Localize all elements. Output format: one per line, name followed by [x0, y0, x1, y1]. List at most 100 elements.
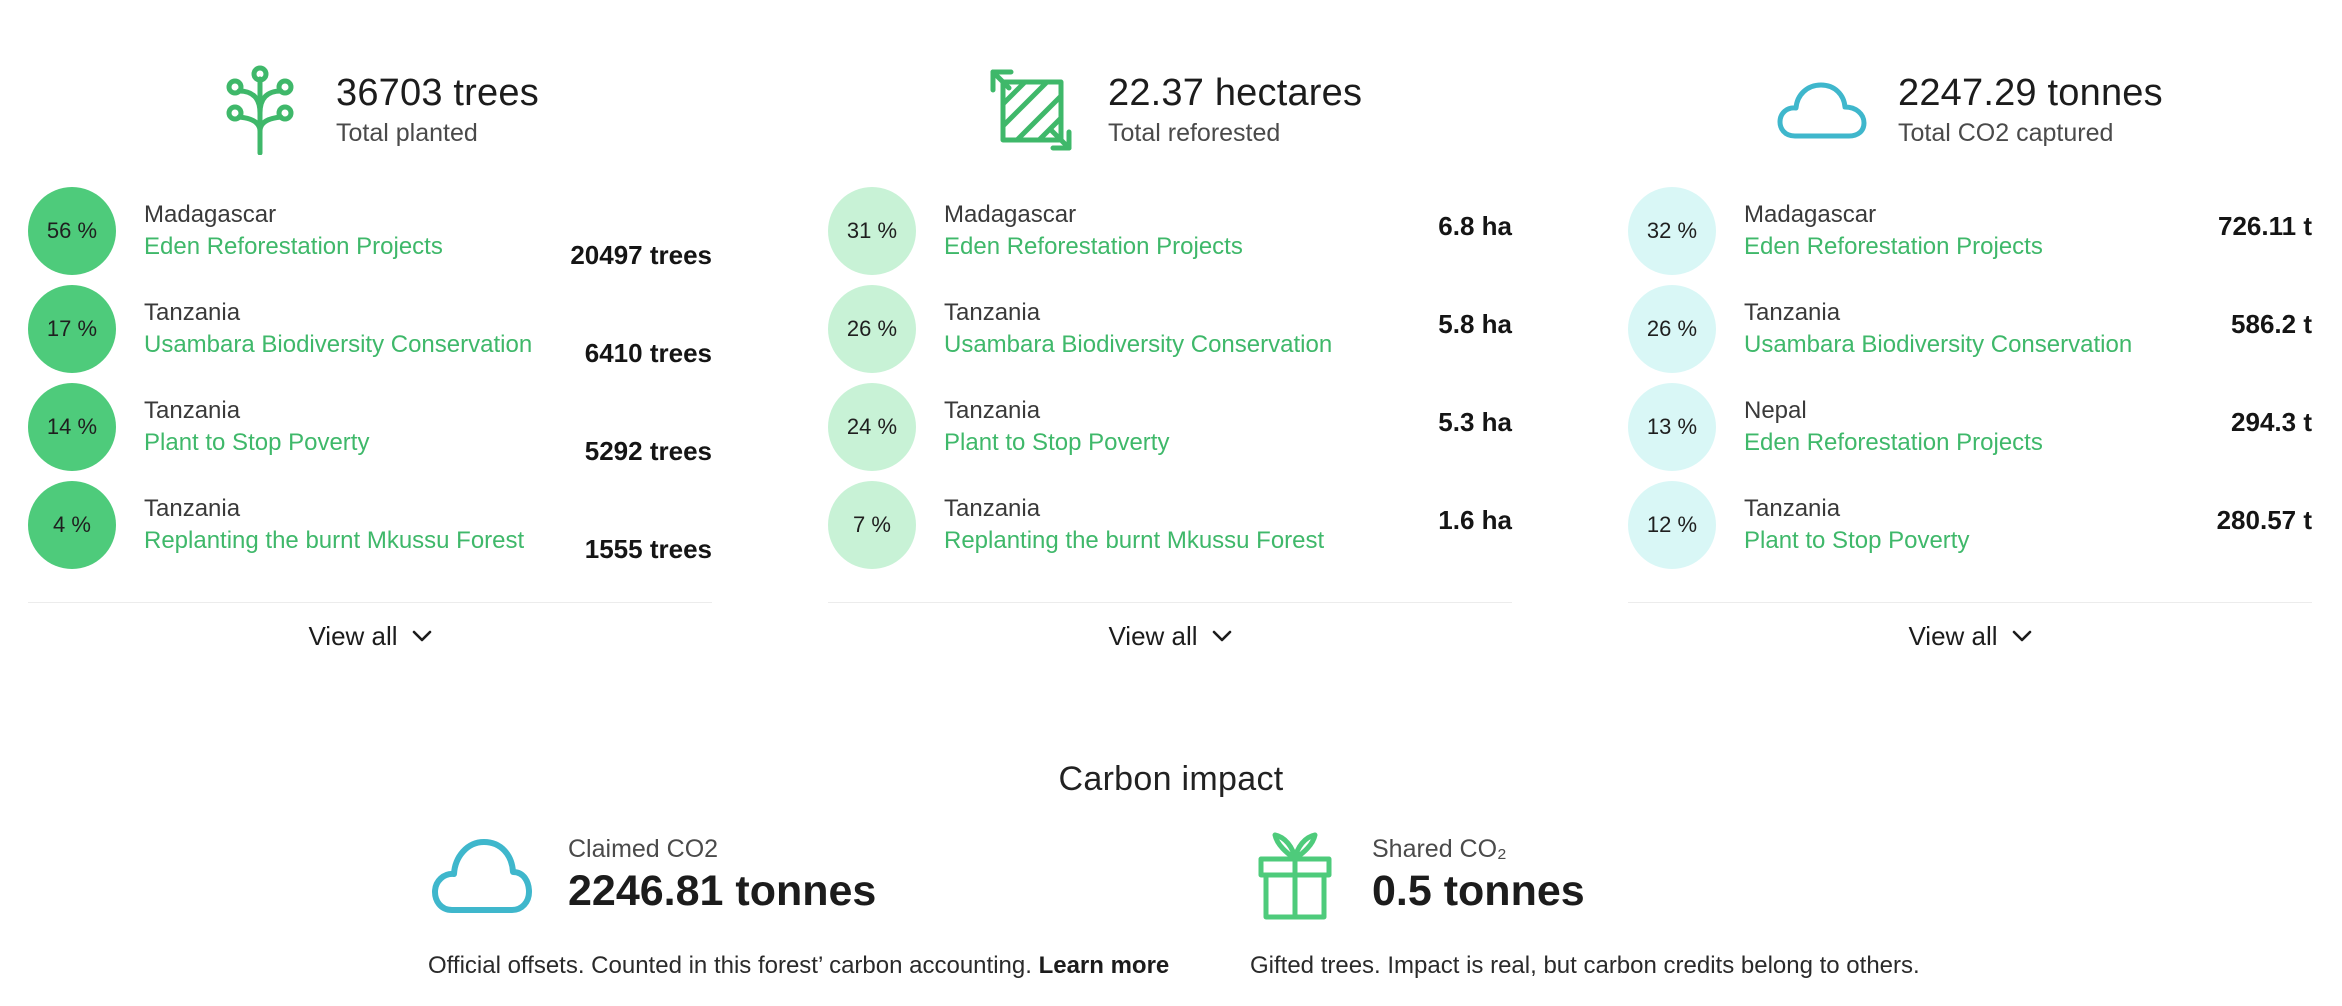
- percent-badge: 24 %: [828, 383, 916, 471]
- area-header: 22.37 hectares Total reforested: [828, 60, 1512, 160]
- view-all-area-button[interactable]: View all: [828, 603, 1512, 669]
- view-all-trees-button[interactable]: View all: [28, 603, 712, 669]
- country-label: Madagascar: [144, 200, 277, 228]
- cloud-icon: [1774, 62, 1870, 158]
- tree-count: 5292 trees: [584, 436, 712, 466]
- view-all-co2-button[interactable]: View all: [1628, 603, 2312, 669]
- trees-stats-column: 36703 trees Total planted 56 % Madagasca…: [28, 60, 712, 669]
- project-link[interactable]: Eden Reforestation Projects: [1744, 233, 2043, 260]
- trees-project-list: 56 % Madagascar Eden Reforestation Proje…: [28, 182, 712, 574]
- area-project-list: 31 % Madagascar Eden Reforestation Proje…: [828, 182, 1512, 574]
- area-value: 6.8 ha: [1438, 211, 1512, 241]
- area-value: 5.8 ha: [1438, 309, 1512, 339]
- claimed-co2-description: Official offsets. Counted in this forest…: [428, 952, 1188, 980]
- learn-more-link[interactable]: Learn more: [1038, 952, 1170, 979]
- percent-badge: 4 %: [28, 481, 116, 569]
- co2-project-list: 32 % Madagascar Eden Reforestation Proje…: [1628, 182, 2312, 574]
- co2-value: 586.2 t: [2231, 309, 2312, 339]
- percent-badge: 26 %: [828, 285, 916, 373]
- project-link[interactable]: Plant to Stop Poverty: [144, 429, 370, 456]
- gift-icon: [1250, 826, 1340, 926]
- country-label: Madagascar: [1744, 200, 1877, 228]
- shared-co2-label: Shared CO₂: [1372, 835, 1507, 864]
- project-link[interactable]: Eden Reforestation Projects: [144, 233, 443, 260]
- cloud-icon: [428, 826, 536, 926]
- project-link[interactable]: Eden Reforestation Projects: [1744, 429, 2043, 456]
- project-link[interactable]: Replanting the burnt Mkussu Forest: [144, 527, 525, 554]
- co2-stats-column: 2247.29 tonnes Total CO2 captured 32 % M…: [1628, 60, 2312, 669]
- chevron-down-icon: [2012, 630, 2032, 642]
- shared-co2-value: 0.5 tonnes: [1372, 867, 1585, 916]
- divider: [28, 602, 712, 603]
- tree-count: 1555 trees: [584, 534, 712, 564]
- country-label: Nepal: [1744, 396, 1807, 424]
- project-link[interactable]: Usambara Biodiversity Conservation: [144, 331, 533, 358]
- percent-badge: 12 %: [1628, 481, 1716, 569]
- divider: [1628, 602, 2312, 603]
- percent-badge: 56 %: [28, 187, 116, 275]
- view-all-label: View all: [1908, 620, 1998, 651]
- co2-value: 294.3 t: [2231, 407, 2312, 437]
- percent-badge: 31 %: [828, 187, 916, 275]
- claimed-co2-label: Claimed CO2: [568, 835, 719, 864]
- area-icon: [984, 62, 1080, 158]
- total-planted-value: 36703 trees: [336, 72, 539, 115]
- list-item: 32 % Madagascar Eden Reforestation Proje…: [1628, 182, 2312, 280]
- country-label: Madagascar: [944, 200, 1077, 228]
- percent-badge: 17 %: [28, 285, 116, 373]
- area-value: 1.6 ha: [1438, 505, 1512, 535]
- percent-badge: 7 %: [828, 481, 916, 569]
- tree-count: 20497 trees: [570, 240, 712, 270]
- total-co2-label: Total CO2 captured: [1898, 118, 2114, 147]
- claimed-co2-description-text: Official offsets. Counted in this forest…: [428, 952, 1032, 979]
- view-all-label: View all: [308, 620, 398, 651]
- country-label: Tanzania: [144, 494, 241, 522]
- co2-value: 280.57 t: [2216, 505, 2312, 535]
- percent-badge: 26 %: [1628, 285, 1716, 373]
- project-link[interactable]: Plant to Stop Poverty: [1744, 527, 1970, 554]
- country-label: Tanzania: [144, 298, 241, 326]
- list-item: 13 % Nepal Eden Reforestation Projects 2…: [1628, 378, 2312, 476]
- view-all-label: View all: [1108, 620, 1198, 651]
- claimed-co2-value: 2246.81 tonnes: [568, 867, 877, 916]
- list-item: 14 % Tanzania Plant to Stop Poverty 5292…: [28, 378, 712, 476]
- trees-header: 36703 trees Total planted: [28, 60, 712, 160]
- co2-header: 2247.29 tonnes Total CO2 captured: [1628, 60, 2312, 160]
- country-label: Tanzania: [944, 298, 1041, 326]
- percent-badge: 32 %: [1628, 187, 1716, 275]
- project-link[interactable]: Plant to Stop Poverty: [944, 429, 1170, 456]
- divider: [828, 602, 1512, 603]
- project-link[interactable]: Usambara Biodiversity Conservation: [1744, 331, 2133, 358]
- list-item: 4 % Tanzania Replanting the burnt Mkussu…: [28, 476, 712, 574]
- list-item: 7 % Tanzania Replanting the burnt Mkussu…: [828, 476, 1512, 574]
- country-label: Tanzania: [1744, 494, 1841, 522]
- area-value: 5.3 ha: [1438, 407, 1512, 437]
- carbon-impact-title: Carbon impact: [1058, 760, 1284, 798]
- total-reforested-label: Total reforested: [1108, 118, 1281, 147]
- list-item: 17 % Tanzania Usambara Biodiversity Cons…: [28, 280, 712, 378]
- country-label: Tanzania: [944, 494, 1041, 522]
- tree-icon: [212, 62, 308, 158]
- shared-co2-description: Gifted trees. Impact is real, but carbon…: [1250, 952, 1920, 979]
- percent-badge: 14 %: [28, 383, 116, 471]
- list-item: 26 % Tanzania Usambara Biodiversity Cons…: [1628, 280, 2312, 378]
- country-label: Tanzania: [1744, 298, 1841, 326]
- co2-value: 726.11 t: [2218, 211, 2312, 241]
- project-link[interactable]: Usambara Biodiversity Conservation: [944, 331, 1333, 358]
- country-label: Tanzania: [144, 396, 241, 424]
- list-item: 24 % Tanzania Plant to Stop Poverty 5.3 …: [828, 378, 1512, 476]
- area-stats-column: 22.37 hectares Total reforested 31 % Mad…: [828, 60, 1512, 669]
- project-link[interactable]: Eden Reforestation Projects: [944, 233, 1243, 260]
- chevron-down-icon: [412, 630, 432, 642]
- tree-count: 6410 trees: [584, 338, 712, 368]
- total-co2-value: 2247.29 tonnes: [1898, 72, 2163, 115]
- claimed-co2-card: Claimed CO2 2246.81 tonnes Official offs…: [428, 826, 1188, 980]
- list-item: 56 % Madagascar Eden Reforestation Proje…: [28, 182, 712, 280]
- shared-co2-card: Shared CO₂ 0.5 tonnes Gifted trees. Impa…: [1250, 826, 2010, 980]
- list-item: 31 % Madagascar Eden Reforestation Proje…: [828, 182, 1512, 280]
- list-item: 12 % Tanzania Plant to Stop Poverty 280.…: [1628, 476, 2312, 574]
- total-planted-label: Total planted: [336, 118, 478, 147]
- country-label: Tanzania: [944, 396, 1041, 424]
- chevron-down-icon: [1212, 630, 1232, 642]
- project-link[interactable]: Replanting the burnt Mkussu Forest: [944, 527, 1325, 554]
